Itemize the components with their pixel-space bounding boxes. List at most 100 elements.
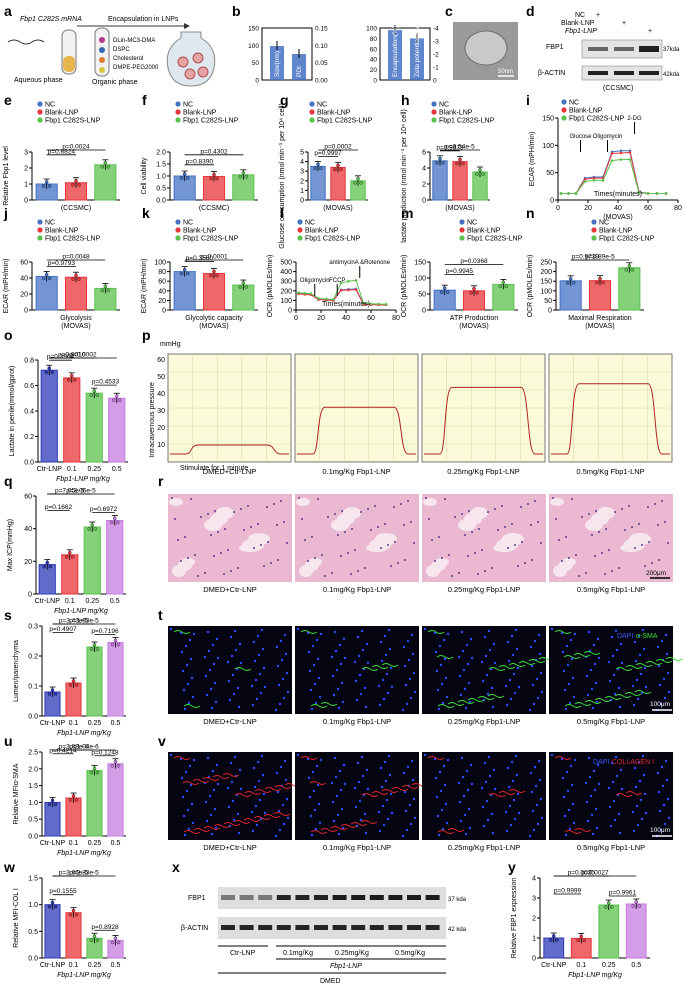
dapi-nucleus [333, 756, 337, 760]
dapi-nucleus [260, 754, 264, 758]
lipid-dot [99, 47, 105, 53]
dapi-nucleus [384, 779, 388, 783]
stain-signal [381, 663, 399, 667]
p-value-label: p=0.0035 [568, 870, 596, 877]
nucleus [638, 523, 640, 525]
data-point [565, 281, 570, 285]
y-tick-label: 40 [370, 57, 378, 64]
nucleus [334, 513, 336, 515]
dapi-nucleus [611, 654, 615, 658]
nucleus [571, 498, 573, 500]
nucleus [277, 559, 279, 561]
dapi-nucleus [382, 697, 386, 701]
y-tick-label: 60 [20, 260, 28, 267]
stain-signal [273, 812, 291, 816]
chart-k: 0 20 40 60 80 100 ECAR (mPH/min) Glycolytic cap… [141, 219, 258, 330]
data-point [441, 161, 445, 165]
y2-tick-label: 0 [433, 78, 437, 85]
nucleus [237, 567, 239, 569]
dapi-nucleus [644, 811, 648, 815]
nucleus [347, 552, 349, 554]
legend-label: Blank-LNP [599, 228, 633, 235]
dapi-nucleus [182, 814, 186, 818]
tissue-space [470, 507, 488, 519]
dapi-nucleus [312, 663, 316, 667]
dapi-nucleus [238, 642, 242, 646]
dapi-nucleus [435, 795, 439, 799]
dapi-nucleus [480, 660, 484, 664]
group-label: 0.25mg/Kg Fbp1-LNP [448, 585, 521, 594]
legend-label: Fbp1 C282S-LNP [569, 116, 625, 123]
nucleus [374, 505, 376, 507]
y-tick-label: 40 [158, 288, 166, 295]
blot-band [239, 895, 254, 900]
nucleus [524, 562, 526, 564]
dapi-nucleus [190, 802, 194, 806]
data-point [92, 389, 97, 393]
data-point [50, 900, 55, 905]
dapi-nucleus [644, 685, 648, 689]
p-value-label: p=0.0024 [62, 144, 90, 151]
data-point [592, 179, 596, 182]
dapi-nucleus [536, 696, 540, 700]
data-point [624, 268, 629, 272]
dapi-nucleus [390, 685, 394, 689]
nucleus [517, 565, 519, 567]
stain-signal [244, 791, 262, 795]
group-label: DMED+Ctr-LNP [203, 717, 257, 726]
data-point [77, 182, 81, 187]
y-tick-label: 150 [414, 260, 426, 267]
nucleus [552, 497, 554, 499]
nucleus [504, 526, 506, 528]
dapi-nucleus [229, 761, 233, 765]
blot-band [407, 895, 421, 900]
y-tick-label: 0 [422, 308, 426, 315]
panel-letter: a [4, 3, 12, 19]
bar [310, 165, 326, 201]
dapi-nucleus [658, 683, 662, 687]
data-point [595, 280, 599, 285]
nucleus [337, 534, 339, 536]
dapi-nucleus [468, 700, 472, 704]
stain-signal [635, 663, 653, 667]
nucleus [581, 516, 583, 518]
data-point [47, 904, 52, 909]
dapi-nucleus [256, 634, 260, 638]
data-point [47, 276, 52, 281]
data-point [303, 291, 307, 295]
chart-q: 0 20 40 60 Max ICP(mmHg) Ctr-LNP 0.1 0.25 0.5Fbp… [7, 488, 126, 615]
y-tick-label: 3 [300, 169, 304, 176]
dapi-nucleus [258, 672, 262, 676]
legend-label: Fbp1 C282S-LNP [317, 118, 373, 125]
blot-band [425, 895, 440, 900]
dapi-nucleus [360, 629, 364, 633]
panel-b: b 0 50 100 150 0.00 0.05 0.10 0.15 Size(nm) PDI 0… [232, 3, 439, 85]
dapi-nucleus [440, 682, 444, 686]
dapi-nucleus [457, 781, 461, 785]
dapi-nucleus [283, 759, 287, 763]
y-tick-label: 1.0 [28, 800, 38, 807]
legend-swatch [459, 235, 465, 241]
chart-m: 0 50 100 150 OCR (pMOLEs/min) ATP Production(… [401, 219, 523, 330]
kda-label: 37kda [663, 47, 680, 53]
dapi-nucleus [340, 807, 344, 811]
blot-band [258, 895, 273, 900]
data-point [212, 269, 216, 274]
dapi-nucleus [381, 678, 385, 682]
dapi-nucleus [585, 800, 589, 804]
dapi-nucleus [505, 703, 509, 707]
nucleus [507, 547, 509, 549]
data-point [354, 288, 358, 291]
data-point [215, 176, 219, 181]
panel-x: x FBP1 37 kda β-ACTIN 42 kda Ctr-LNP 0.1… [172, 859, 467, 985]
nucleus [380, 547, 382, 549]
nucleus [601, 552, 603, 554]
dapi-nucleus [567, 808, 571, 812]
legend-swatch [37, 117, 43, 123]
x-tick-label: 0 [294, 315, 298, 322]
dapi-nucleus [319, 758, 323, 762]
dapi-nucleus [446, 758, 450, 762]
x-axis-label: (CCSMC) [199, 205, 229, 212]
stain-signal [223, 822, 241, 826]
y-tick-label: 3 [532, 896, 536, 903]
